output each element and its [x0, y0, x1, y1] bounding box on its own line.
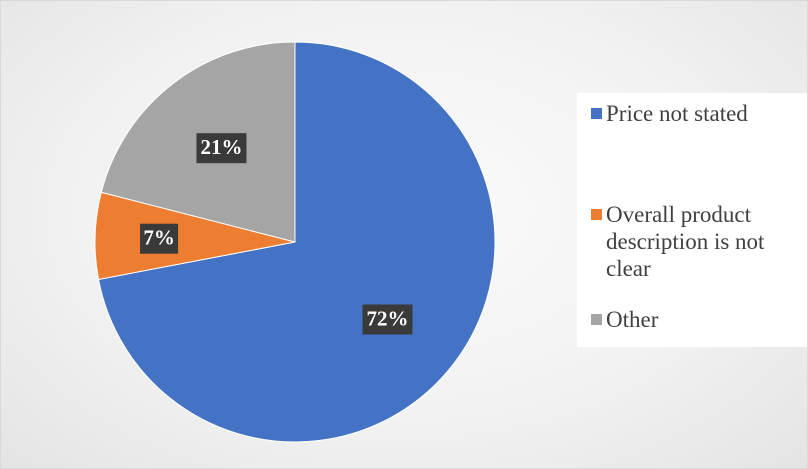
legend-label-other: Other	[606, 307, 659, 332]
legend: Price not stated Overall product descrip…	[577, 93, 807, 347]
legend-swatch-other	[591, 314, 602, 325]
data-label-text: 7%	[143, 226, 175, 250]
data-label-box	[140, 223, 179, 254]
legend-label-price-not-stated: Price not stated	[606, 101, 748, 126]
data-label-text: 72%	[366, 306, 408, 330]
data-label-box	[362, 304, 413, 335]
legend-swatch-price-not-stated	[591, 108, 602, 119]
data-label-box	[196, 133, 247, 164]
legend-item-price-not-stated: Price not stated	[591, 100, 791, 127]
legend-label-description-not-clear: Overall product description is not clear	[606, 202, 765, 281]
legend-swatch-description-not-clear	[591, 209, 602, 220]
data-label-price-not-stated: 72%	[362, 304, 413, 335]
pie-slice-price-not-stated	[97, 41, 496, 443]
legend-item-other: Other	[591, 306, 791, 333]
data-label-text: 21%	[200, 135, 242, 159]
data-label-overall-product-description-is-not-clear: 7%	[140, 223, 179, 254]
data-label-other: 21%	[196, 133, 247, 164]
legend-item-description-not-clear: Overall product description is not clear	[591, 201, 791, 282]
